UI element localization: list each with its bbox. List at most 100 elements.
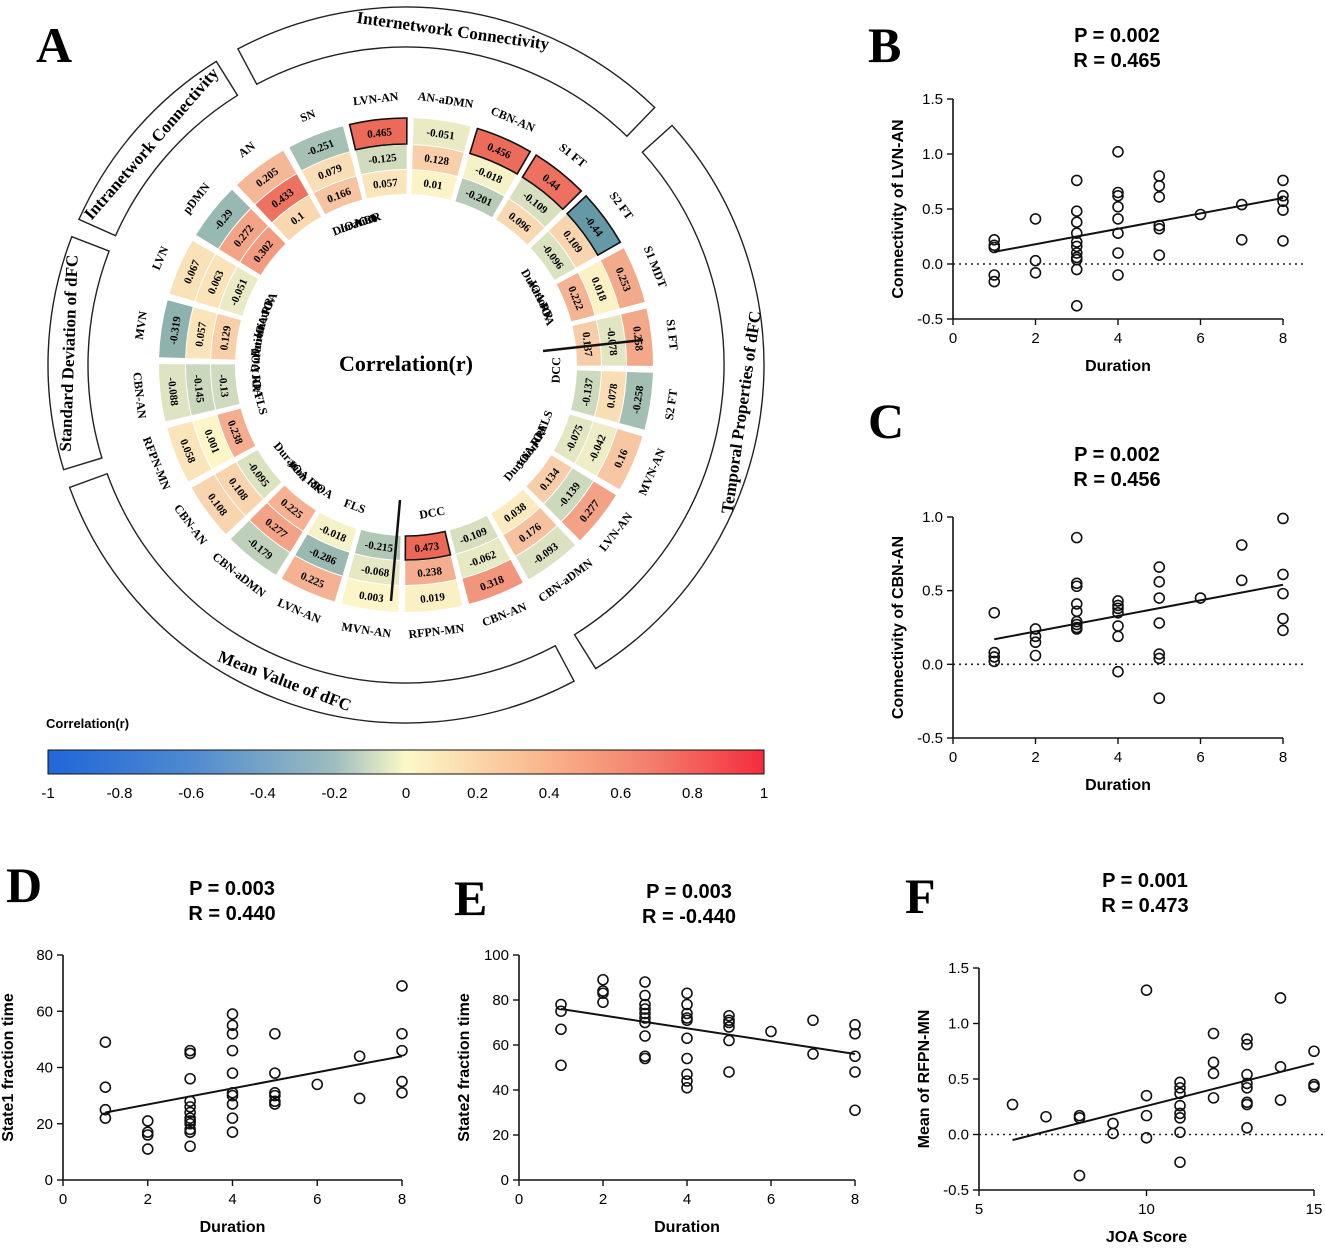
data-point: [1070, 240, 1083, 253]
column-label: pDMN: [180, 180, 213, 217]
data-point: [681, 1068, 693, 1081]
data-point: [1153, 223, 1166, 235]
regression-line: [994, 583, 1284, 641]
panel-letter: B: [868, 17, 901, 73]
heatmap-cell: [509, 178, 563, 227]
data-point: [681, 1081, 693, 1094]
data-point: [988, 275, 1001, 288]
scatter-panel-f: F P = 0.001 R = 0.473 5 10 15 -0.5 0.0 0.5 1.0 1.5…: [905, 868, 1325, 1246]
colorbar-tick-label: 0: [402, 785, 410, 802]
colorbar-tick-label: 0.4: [539, 785, 560, 802]
data-point: [1207, 1067, 1220, 1080]
x-tick-label: 4: [228, 1191, 236, 1208]
cell-value: 0.078: [605, 382, 621, 409]
y-tick-label: -0.5: [917, 730, 943, 747]
cell-value: -0.258: [630, 384, 646, 414]
r-value-label: R = -0.440: [642, 906, 736, 928]
data-point: [1070, 605, 1083, 618]
heatmap-cell: [521, 153, 583, 211]
x-tick-label: 8: [851, 1191, 859, 1208]
heatmap-cell: [556, 272, 595, 322]
data-point: [1153, 652, 1166, 665]
data-point: [1040, 1110, 1052, 1123]
p-value-label: P = 0.002: [1074, 444, 1160, 466]
heatmap-cell: [530, 231, 576, 281]
data-point: [1241, 1033, 1253, 1045]
data-point: [1277, 624, 1289, 637]
data-point: [1112, 190, 1124, 202]
x-tick-label: 5: [975, 1201, 983, 1218]
heatmap-cell: [411, 170, 458, 200]
data-point: [1112, 606, 1124, 619]
sector-band-5: [78, 60, 239, 237]
y-tick-label: -0.5: [917, 311, 943, 328]
colorbar-tick-label: 0.2: [467, 785, 488, 802]
row-label: JOA: [249, 373, 266, 399]
y-tick-label: 0.0: [922, 656, 943, 673]
data-point: [1070, 299, 1083, 312]
heatmap-cell: [159, 300, 193, 359]
y-tick-label: 80: [492, 992, 509, 1009]
cell-value: -0.319: [168, 315, 184, 345]
data-point: [184, 1140, 196, 1153]
data-point: [1274, 1094, 1287, 1106]
y-tick-label: 0.5: [922, 201, 943, 218]
data-point: [849, 1027, 861, 1040]
data-point: [849, 1104, 861, 1117]
data-point: [988, 651, 1001, 663]
data-point: [1070, 577, 1083, 590]
p-value-label: P = 0.003: [646, 881, 732, 903]
cell-value: -0.215: [364, 539, 394, 555]
row-label: DCC: [548, 357, 563, 383]
y-tick-label: 0.0: [922, 256, 943, 273]
data-point: [1029, 213, 1042, 225]
y-tick-label: 0: [501, 1172, 509, 1189]
heatmap-cell: [404, 530, 452, 561]
heatmap-cell: [544, 468, 593, 522]
colorbar-tick-label: -0.2: [321, 785, 347, 802]
data-point: [1112, 146, 1124, 158]
row-label: DCC: [418, 504, 446, 522]
data-point: [1153, 219, 1166, 232]
data-point: [226, 1027, 239, 1040]
x-tick-label: 6: [313, 1191, 321, 1208]
data-point: [849, 1050, 861, 1063]
data-point: [1274, 992, 1287, 1004]
column-label: CBN-AN: [171, 501, 210, 547]
data-point: [639, 976, 651, 988]
data-point: [723, 1066, 735, 1078]
column-label: MVN-AN: [341, 619, 393, 640]
data-point: [988, 269, 1001, 281]
cell-value: -0.088: [165, 377, 180, 407]
heatmap-cell: [355, 145, 407, 175]
data-point: [99, 1036, 112, 1048]
heatmap-cell: [191, 474, 245, 535]
heatmap-cell: [526, 455, 572, 504]
data-point: [723, 1016, 735, 1029]
cell-value: 0.057: [372, 177, 398, 192]
heatmap-cell: [456, 537, 510, 578]
data-point: [1070, 216, 1083, 228]
row-label: JOA RR: [248, 348, 264, 392]
data-point: [1112, 201, 1124, 213]
r-value-label: R = 0.465: [1073, 50, 1160, 72]
data-point: [1112, 186, 1124, 199]
data-point: [1070, 580, 1083, 593]
data-point: [1194, 208, 1207, 221]
x-axis-label: Duration: [200, 1219, 266, 1236]
p-value-label: P = 0.003: [189, 878, 275, 900]
data-point: [1174, 1099, 1186, 1112]
heatmap-cell: [255, 174, 309, 223]
data-point: [269, 1027, 281, 1040]
data-point: [1277, 587, 1289, 600]
data-point: [681, 1014, 693, 1027]
heatmap-cell: [597, 428, 643, 490]
data-point: [1308, 1045, 1320, 1058]
heatmap-cell: [240, 226, 286, 275]
data-point: [1277, 235, 1289, 247]
x-tick-label: 6: [767, 1191, 775, 1208]
data-point: [1112, 595, 1124, 607]
heatmap-cell: [295, 534, 350, 576]
data-point: [1029, 254, 1042, 267]
heatmap-cell: [595, 371, 626, 423]
